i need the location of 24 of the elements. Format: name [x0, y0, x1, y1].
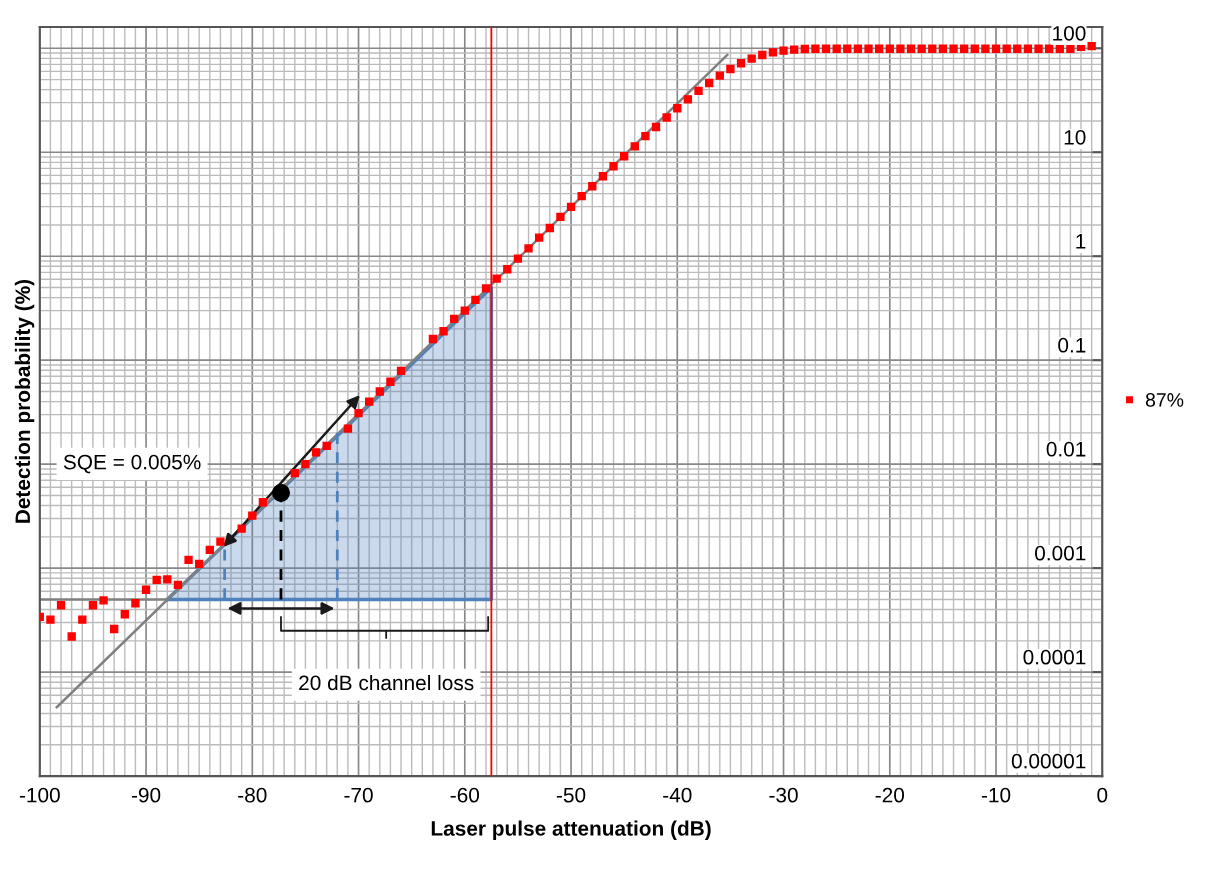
y-tick-label: 0.001	[1035, 545, 1086, 561]
x-tick-label: -60	[450, 787, 480, 803]
y-tick-label: 1	[1076, 234, 1086, 249]
annotation: 20 dB channel loss	[299, 674, 474, 691]
legend-label: 87%	[1145, 393, 1184, 407]
x-tick-label: -40	[663, 787, 692, 803]
x-tick-label: -10	[981, 787, 1011, 803]
x-tick-label: -100	[19, 787, 60, 803]
x-tick-label: -90	[131, 787, 161, 803]
x-tick-label: -50	[556, 787, 586, 803]
y-tick-label: 10	[1064, 129, 1086, 145]
x-axis-title: Laser pulse attenuation (dB)	[431, 820, 711, 840]
y-tick-label: 0.0001	[1023, 649, 1086, 665]
x-tick-label: -20	[875, 787, 905, 803]
y-tick-label: 100	[1053, 25, 1086, 41]
x-tick-label: -30	[769, 787, 798, 803]
x-tick-label: -70	[344, 787, 373, 803]
y-tick-label: 0.1	[1058, 337, 1086, 353]
x-tick-label: -80	[238, 787, 267, 803]
y-axis-title: Detection probability (%)	[14, 279, 35, 523]
y-tick-label: 0.01	[1046, 441, 1086, 457]
x-tick-label: 0	[1097, 787, 1108, 803]
y-tick-label: 0.00001	[1011, 753, 1086, 769]
annotation: SQE = 0.005%	[63, 454, 201, 474]
